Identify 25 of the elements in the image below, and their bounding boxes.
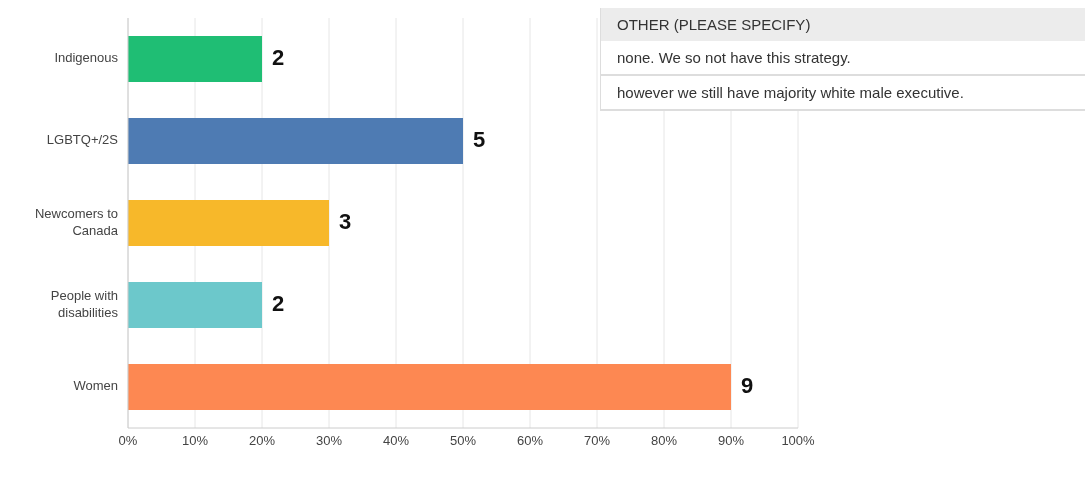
annotation: however we still have majority white male executive. (601, 76, 1085, 111)
x-tick-label: 70% (583, 433, 611, 449)
y-tick-label: Women (73, 378, 118, 394)
x-tick-label: 20% (248, 433, 276, 449)
annotation: 5 (473, 126, 486, 152)
x-tick-label: 0% (118, 433, 138, 449)
x-tick-label: 80% (650, 433, 678, 449)
annotation: 2 (272, 290, 285, 316)
x-tick-label: 30% (315, 433, 343, 449)
x-tick-label: 10% (181, 433, 209, 449)
y-tick-label: Indigenous (54, 50, 119, 66)
x-tick-label: 40% (382, 433, 410, 449)
x-tick-label: 50% (449, 433, 477, 449)
x-tick-label: 60% (516, 433, 544, 449)
x-tick-label: 100% (781, 433, 816, 449)
annotation: 3 (339, 208, 352, 234)
y-tick-label: Newcomers to Canada (34, 205, 119, 238)
annotation: 2 (272, 44, 285, 70)
x-tick-label: 90% (717, 433, 745, 449)
y-tick-label: People with disabilities (50, 287, 119, 320)
y-tick-label: LGBTQ+/2S (46, 132, 119, 148)
annotation: 9 (741, 372, 754, 398)
annotation: OTHER (PLEASE SPECIFY) (601, 8, 1085, 41)
comment-table: OTHER (PLEASE SPECIFY) none. We so not have this strategy. however we still have majority white male executive. (600, 8, 1085, 111)
annotation: none. We so not have this strategy. (601, 41, 1085, 76)
